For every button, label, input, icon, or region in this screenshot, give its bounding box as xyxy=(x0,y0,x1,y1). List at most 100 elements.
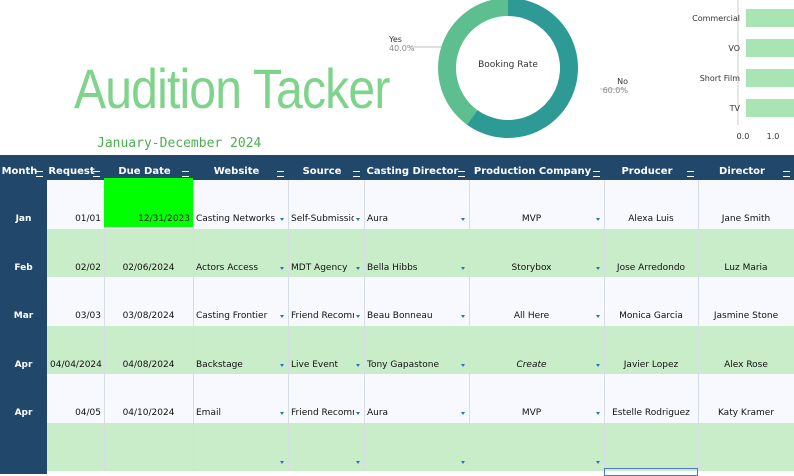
gridline xyxy=(469,325,470,374)
gridline xyxy=(104,228,105,277)
month-cell: Mar xyxy=(13,311,34,321)
dropdown-arrow xyxy=(461,266,465,270)
filter-icon xyxy=(687,171,694,177)
gridline xyxy=(698,180,699,229)
donut-value-label: 60.0% xyxy=(603,86,629,95)
filter-icon xyxy=(353,171,360,177)
gridline xyxy=(364,422,365,471)
dropdown-arrow xyxy=(356,266,360,270)
gridline xyxy=(604,422,605,471)
dropdown-arrow xyxy=(461,315,465,318)
filter-icon xyxy=(93,171,100,177)
gridline xyxy=(364,325,365,374)
bar-label: TV xyxy=(729,104,741,113)
dropdown-arrow xyxy=(461,363,465,367)
header-bar xyxy=(0,155,794,180)
gridline xyxy=(698,228,699,277)
month-column xyxy=(0,155,47,474)
table-cell: Tony Gapastone xyxy=(367,359,440,370)
table-cell: 04/10/2024 xyxy=(122,408,175,418)
gridline xyxy=(288,374,289,423)
gridline xyxy=(469,180,470,229)
table-cell: Katy Kramer xyxy=(717,408,775,418)
table-cell: Javier Lopez xyxy=(623,359,679,370)
highlight-cell xyxy=(104,178,193,227)
table-cell: Self-Submission xyxy=(291,214,354,224)
gridline xyxy=(364,180,365,229)
donut-label: Yes xyxy=(388,35,402,44)
donut-slice xyxy=(438,0,508,125)
gridline xyxy=(469,277,470,326)
dropdown-arrow xyxy=(461,218,465,221)
month-cell: Feb xyxy=(14,262,33,273)
dropdown-arrow xyxy=(356,461,360,464)
dropdown-arrow xyxy=(596,363,600,367)
row-band xyxy=(47,422,794,471)
filter-icon xyxy=(182,171,189,177)
filter-icon xyxy=(36,171,43,177)
column-header: Month xyxy=(1,166,38,177)
bar-label: Short Film xyxy=(700,74,740,83)
table-cell: MVP xyxy=(521,408,542,418)
bar-label: Commercial xyxy=(692,14,740,23)
gridline xyxy=(193,422,194,471)
column-header: Casting Director xyxy=(366,166,459,177)
bar xyxy=(746,69,794,87)
donut-slice xyxy=(466,0,578,138)
gridline xyxy=(698,277,699,326)
dropdown-arrow xyxy=(596,218,600,221)
bar xyxy=(746,99,794,117)
gridline xyxy=(604,180,605,229)
gridline xyxy=(288,228,289,277)
dropdown-arrow xyxy=(280,266,284,270)
month-cell: Apr xyxy=(14,359,33,370)
dropdown-arrow xyxy=(280,315,284,318)
month-cell: Jan xyxy=(15,214,32,224)
dropdown-arrow xyxy=(280,218,284,221)
month-cell: Apr xyxy=(14,408,33,418)
filter-icon xyxy=(458,171,465,177)
table-cell: Aura xyxy=(367,214,389,224)
bar xyxy=(746,9,794,27)
table-cell: Casting Frontier xyxy=(196,311,268,321)
gridline xyxy=(364,228,365,277)
gridline xyxy=(193,180,194,229)
table-cell: 12/31/2023 xyxy=(138,214,190,224)
dropdown-arrow xyxy=(280,461,284,464)
bar xyxy=(746,39,794,57)
gridline xyxy=(364,277,365,326)
table-cell: 02/02 xyxy=(75,262,101,273)
row-band xyxy=(47,228,794,277)
dropdown-arrow xyxy=(356,218,360,221)
dropdown-arrow xyxy=(596,266,600,270)
subtitle: January-December 2024 xyxy=(97,136,262,151)
gridline xyxy=(104,374,105,423)
column-header: Production Company xyxy=(473,166,592,177)
table-cell: Bella Hibbs xyxy=(367,262,418,273)
x-tick-label: 0.0 xyxy=(737,132,750,141)
table-cell: Aura xyxy=(367,408,389,418)
table-cell: Friend Recomme xyxy=(291,311,354,321)
row-band xyxy=(47,374,794,423)
table-cell: Storybox xyxy=(511,262,552,273)
dropdown-arrow xyxy=(280,412,284,415)
dropdown-arrow xyxy=(356,412,360,415)
gridline xyxy=(193,374,194,423)
table-cell: Actors Access xyxy=(196,262,259,273)
column-header: Website xyxy=(213,166,260,177)
table-cell: 01/01 xyxy=(75,214,101,224)
gridline xyxy=(288,325,289,374)
gridline xyxy=(193,325,194,374)
donut-center-label: Booking Rate xyxy=(478,60,538,70)
dropdown-arrow xyxy=(596,412,600,415)
table-cell: 03/03 xyxy=(75,311,101,321)
table-cell: Alex Rose xyxy=(724,359,768,370)
dropdown-arrow xyxy=(596,315,600,318)
gridline xyxy=(288,277,289,326)
donut-label: No xyxy=(617,77,628,86)
dropdown-arrow xyxy=(461,461,465,464)
filter-icon xyxy=(277,171,284,177)
gridline xyxy=(698,374,699,423)
